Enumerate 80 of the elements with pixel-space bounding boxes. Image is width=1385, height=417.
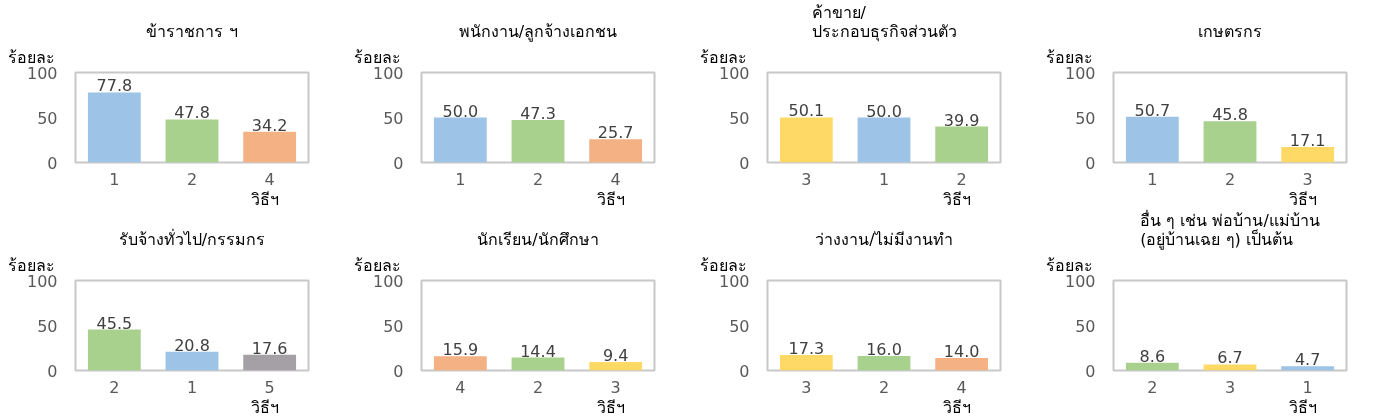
- data-label: 15.9: [442, 340, 479, 360]
- data-label: 25.7: [597, 123, 634, 143]
- data-label: 6.7: [1217, 348, 1243, 368]
- x-tick-label: 4: [455, 377, 466, 397]
- data-label: 50.0: [442, 101, 479, 121]
- data-label: 20.8: [174, 335, 210, 355]
- data-label: 77.8: [96, 76, 133, 96]
- x-tick-label: 3: [1224, 377, 1236, 397]
- x-tick-label: 2: [1147, 377, 1158, 397]
- x-axis-title: วิธีฯ: [596, 189, 625, 209]
- x-tick-label: 1: [186, 377, 198, 397]
- y-tick-label: 50: [729, 108, 750, 128]
- y-tick-label: 0: [739, 361, 750, 381]
- x-tick-label: 3: [610, 377, 621, 397]
- data-label: 17.3: [788, 338, 825, 358]
- data-label: 17.1: [1289, 131, 1326, 151]
- y-tick-label: 0: [393, 361, 404, 381]
- chart-title: พนักงาน/ลูกจ้างเอกชน: [458, 21, 618, 42]
- y-tick-label: 50: [1075, 316, 1096, 336]
- chart-title: รับจ้างทั่วไป/กรรมกร: [118, 227, 266, 249]
- data-label: 45.5: [96, 313, 133, 333]
- x-axis-title: วิธีฯ: [942, 189, 971, 209]
- x-axis-title: วิธีฯ: [1288, 189, 1317, 209]
- y-tick-label: 0: [47, 153, 58, 173]
- data-label: 14.4: [520, 341, 556, 361]
- x-tick-label: 5: [264, 377, 275, 397]
- x-tick-label: 1: [878, 169, 890, 189]
- data-label: 50.0: [866, 101, 902, 121]
- y-tick-label: 0: [393, 153, 404, 173]
- x-tick-label: 2: [956, 169, 967, 189]
- data-label: 8.6: [1139, 346, 1166, 366]
- x-tick-label: 2: [1224, 169, 1236, 189]
- data-label: 39.9: [943, 110, 980, 130]
- y-tick-label: 0: [739, 153, 750, 173]
- y-tick-label: 50: [37, 316, 58, 336]
- chart-title: ค้าขาย/ ประกอบธุรกิจส่วนตัว: [811, 2, 957, 42]
- x-tick-label: 1: [1302, 377, 1313, 397]
- data-label: 16.0: [866, 340, 902, 360]
- data-label: 50.1: [788, 101, 825, 121]
- chart-title: อื่น ๆ เช่น พ่อบ้าน/แม่บ้าน (อยู่บ้านเฉย ๆ) เป็นต้น: [1140, 208, 1320, 250]
- chart-title: ข้าราชการ ฯ: [146, 21, 238, 41]
- data-label: 14.0: [943, 341, 980, 361]
- data-label: 9.4: [602, 346, 629, 366]
- x-axis-title: วิธีฯ: [1288, 397, 1317, 417]
- data-label: 50.7: [1134, 100, 1171, 120]
- y-tick-label: 0: [47, 361, 58, 381]
- data-label: 45.8: [1212, 105, 1248, 125]
- x-tick-label: 1: [109, 169, 120, 189]
- x-tick-label: 4: [956, 377, 967, 397]
- x-tick-label: 2: [109, 377, 120, 397]
- x-tick-label: 4: [610, 169, 621, 189]
- x-tick-label: 2: [532, 169, 544, 189]
- y-tick-label: 50: [383, 108, 404, 128]
- x-tick-label: 2: [878, 377, 890, 397]
- data-label: 4.7: [1294, 350, 1321, 370]
- y-tick-label: 50: [37, 108, 58, 128]
- y-tick-label: 50: [1075, 108, 1096, 128]
- chart-title: นักเรียน/นักศึกษา: [477, 229, 599, 249]
- y-tick-label: 0: [1085, 153, 1096, 173]
- chart-title: ว่างงาน/ไม่มีงานทำ: [815, 229, 953, 249]
- y-tick-label: 0: [1085, 361, 1096, 381]
- x-tick-label: 4: [264, 169, 275, 189]
- x-axis-title: วิธีฯ: [596, 397, 625, 417]
- x-tick-label: 1: [455, 169, 466, 189]
- x-axis-title: วิธีฯ: [250, 189, 279, 209]
- x-tick-label: 2: [186, 169, 198, 189]
- data-label: 47.8: [174, 103, 210, 123]
- x-tick-label: 3: [801, 169, 812, 189]
- x-tick-label: 1: [1147, 169, 1158, 189]
- x-axis-title: วิธีฯ: [942, 397, 971, 417]
- chart-title: เกษตรกร: [1198, 21, 1262, 41]
- y-tick-label: 50: [383, 316, 404, 336]
- x-axis-title: วิธีฯ: [250, 397, 279, 417]
- data-label: 34.2: [251, 115, 288, 135]
- data-label: 17.6: [251, 338, 288, 358]
- y-tick-label: 50: [729, 316, 750, 336]
- x-tick-label: 2: [532, 377, 544, 397]
- x-tick-label: 3: [801, 377, 812, 397]
- data-label: 47.3: [520, 103, 556, 123]
- x-tick-label: 3: [1302, 169, 1313, 189]
